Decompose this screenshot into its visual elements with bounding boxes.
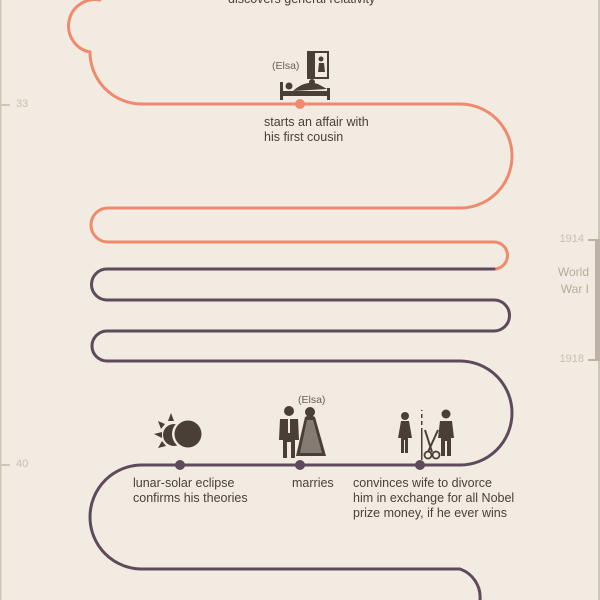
year-label-1918: 1918 bbox=[559, 353, 584, 365]
affair-note: (Elsa) bbox=[272, 60, 300, 72]
divorce-label-line3: prize money, if he ever wins bbox=[353, 506, 507, 520]
event-dot-eclipse bbox=[175, 460, 185, 470]
divorce-label-line2: him in exchange for all Nobel bbox=[353, 491, 515, 505]
affair-label-line2: his first cousin bbox=[264, 130, 344, 144]
divorce-scissors-icon bbox=[398, 409, 454, 460]
marries-label: marries bbox=[292, 476, 334, 490]
war-bar bbox=[595, 239, 600, 360]
timeline-path-late bbox=[88, 267, 514, 600]
bride-groom-icon bbox=[279, 406, 326, 458]
event-dot-marries bbox=[295, 460, 305, 470]
affair-label-line1: starts an affair with bbox=[264, 115, 369, 129]
marries-note: (Elsa) bbox=[298, 394, 326, 406]
bed-door-person-icon bbox=[280, 51, 330, 100]
divorce-label-line1: convinces wife to divorce bbox=[353, 476, 492, 490]
year-label-1914: 1914 bbox=[559, 233, 584, 245]
eclipse-label-line1: lunar-solar eclipse bbox=[133, 476, 235, 490]
age-label-40: 40 bbox=[16, 458, 29, 470]
age-label-33: 33 bbox=[16, 98, 29, 110]
eclipse-icon bbox=[154, 413, 202, 449]
event-dot-affair bbox=[295, 99, 305, 109]
timeline-path-early bbox=[67, 0, 514, 271]
war-label-line1: World bbox=[557, 265, 589, 279]
war-label-line2: War I bbox=[560, 282, 589, 296]
eclipse-label-line2: confirms his theories bbox=[133, 491, 248, 505]
relativity-label: discovers general relativity bbox=[228, 0, 375, 7]
event-dot-divorce bbox=[415, 460, 425, 470]
